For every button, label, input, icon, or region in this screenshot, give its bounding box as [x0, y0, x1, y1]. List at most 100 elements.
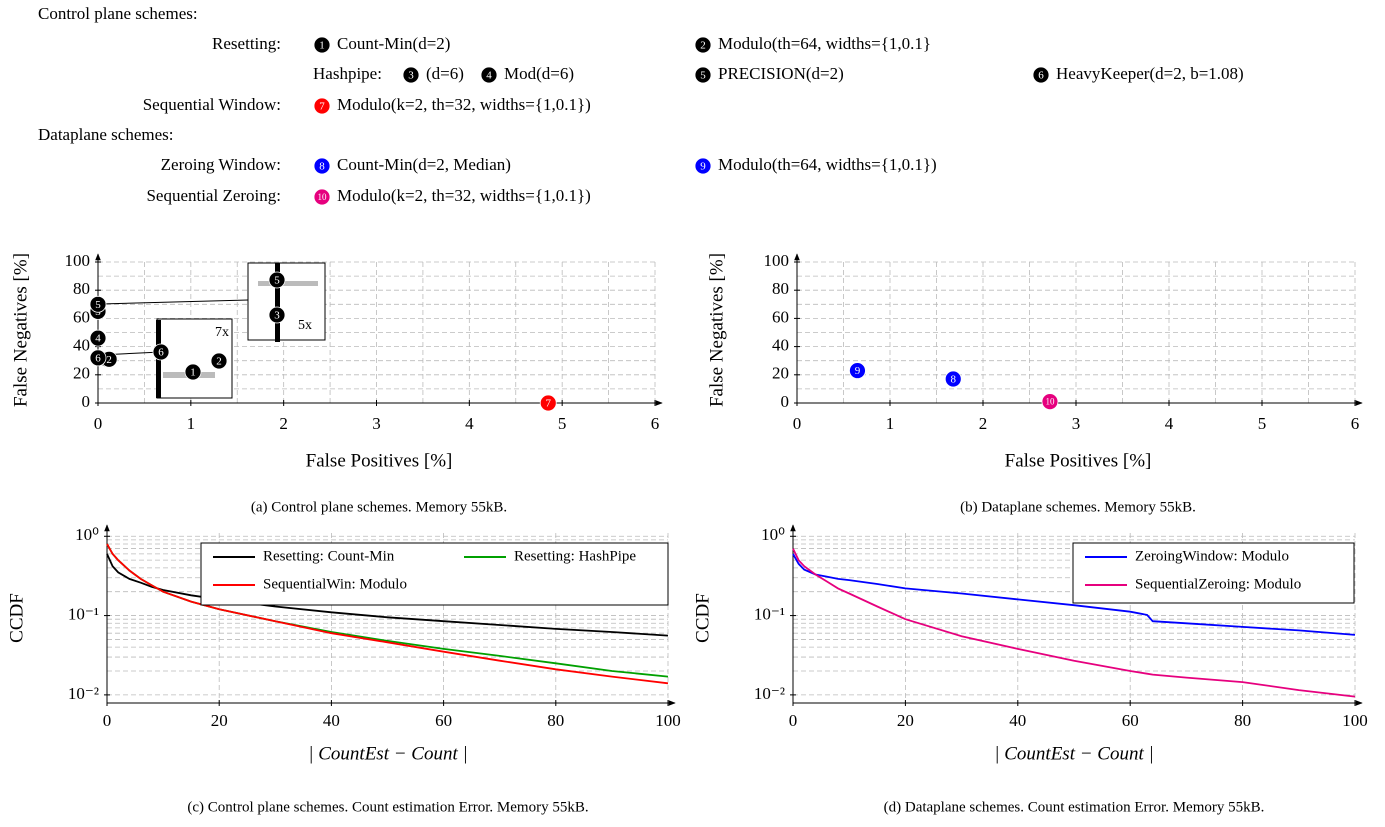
marker-label: 2 — [106, 354, 112, 366]
caption: (a) Control plane schemes. Memory 55kB. — [251, 499, 507, 515]
entry-text: (d=6) — [426, 64, 464, 83]
x-tick-label: 80 — [1234, 711, 1251, 730]
caption: (c) Control plane schemes. Count estimat… — [187, 799, 588, 815]
y-axis-label: CCDF — [6, 593, 27, 643]
x-tick-label: 40 — [1009, 711, 1026, 730]
marker-label: 1 — [190, 367, 196, 379]
marker — [210, 352, 228, 370]
point — [944, 370, 962, 388]
marker-label: 9 — [855, 365, 861, 377]
point — [539, 394, 557, 412]
marker-label: 5 — [700, 70, 706, 82]
y-tick-label: 10⁰ — [761, 525, 785, 544]
x-tick-label: 0 — [94, 414, 103, 433]
marker — [313, 36, 331, 54]
marker — [694, 157, 712, 175]
y-tick-label: 0 — [82, 392, 91, 411]
marker-label: 6 — [158, 347, 164, 359]
x-tick-label: 0 — [103, 711, 112, 730]
point — [89, 349, 107, 367]
x-tick-label: 1 — [187, 414, 196, 433]
group-title: Dataplane schemes: — [38, 125, 173, 144]
x-tick-label: 6 — [651, 414, 660, 433]
group-title: Control plane schemes: — [38, 4, 198, 23]
marker — [268, 271, 286, 289]
point — [849, 362, 866, 379]
marker-label: 1 — [319, 40, 325, 52]
legend-label: SequentialWin: Modulo — [263, 576, 407, 592]
x-tick-label: 40 — [323, 711, 340, 730]
x-axis-label: False Positives [%] — [1005, 450, 1152, 471]
x-tick-label: 80 — [547, 711, 564, 730]
caption: (b) Dataplane schemes. Memory 55kB. — [960, 499, 1196, 515]
entry-text: HeavyKeeper(d=2, b=1.08) — [1056, 64, 1244, 83]
entry-text: Modulo(th=64, widths={1,0.1} — [718, 34, 931, 53]
x-axis-label: | CountEst − Count | — [308, 743, 467, 764]
zoom-factor: 5x — [298, 318, 312, 333]
entry-text: Count-Min(d=2, Median) — [337, 155, 511, 174]
marker-label: 4 — [95, 333, 101, 345]
legend-label: ZeroingWindow: Modulo — [1135, 548, 1289, 564]
y-tick-label: 20 — [73, 364, 90, 383]
row-label: Zeroing Window: — [161, 155, 281, 174]
marker-label: 5 — [274, 275, 280, 287]
marker — [152, 343, 170, 361]
x-tick-label: 2 — [279, 414, 288, 433]
y-tick-label: 10⁻² — [754, 684, 785, 703]
marker-label: 2 — [700, 40, 706, 52]
legend-box — [200, 542, 669, 606]
row-label: Sequential Zeroing: — [146, 186, 281, 205]
marker — [268, 306, 286, 324]
x-tick-label: 60 — [1122, 711, 1139, 730]
marker — [313, 97, 331, 115]
x-tick-label: 4 — [1165, 414, 1174, 433]
zoom-factor: 7x — [215, 325, 229, 340]
x-tick-label: 2 — [979, 414, 988, 433]
series-line — [106, 543, 669, 685]
y-tick-label: 10⁻¹ — [754, 604, 785, 623]
point — [1041, 393, 1059, 410]
marker-label: 6 — [1038, 70, 1044, 82]
marker-label: 8 — [319, 161, 325, 173]
marker — [1032, 66, 1050, 84]
marker-label: 10 — [1045, 397, 1055, 407]
zoom-bar — [258, 281, 318, 286]
entry-text: Modulo(k=2, th=32, widths={1,0.1}) — [337, 186, 591, 205]
y-axis-label: False Negatives [%] — [10, 253, 31, 407]
y-tick-label: 40 — [73, 336, 90, 355]
x-tick-label: 100 — [655, 711, 681, 730]
y-tick-label: 0 — [781, 392, 790, 411]
series-line — [792, 548, 1356, 698]
marker-label: 6 — [95, 352, 101, 364]
entry-text: Count-Min(d=2) — [337, 34, 450, 53]
x-tick-label: 1 — [886, 414, 895, 433]
marker-label: 2 — [216, 356, 222, 368]
legend-box — [1072, 542, 1355, 604]
x-tick-label: 3 — [372, 414, 381, 433]
legend-label: Resetting: HashPipe — [514, 548, 636, 564]
y-tick-label: 100 — [65, 251, 91, 270]
y-tick-label: 80 — [772, 279, 789, 298]
marker-label: 9 — [700, 161, 706, 173]
x-tick-label: 5 — [558, 414, 567, 433]
y-tick-label: 20 — [772, 364, 789, 383]
x-tick-label: 5 — [1258, 414, 1267, 433]
marker-label: 8 — [950, 374, 956, 386]
x-tick-label: 4 — [465, 414, 474, 433]
x-axis-label: | CountEst − Count | — [994, 743, 1153, 764]
point — [89, 295, 107, 313]
legend-label: Resetting: Count-Min — [263, 548, 395, 564]
y-tick-label: 80 — [73, 279, 90, 298]
marker-label: 7 — [319, 101, 325, 113]
marker — [402, 66, 420, 84]
y-axis-label: False Negatives [%] — [706, 253, 727, 407]
y-tick-label: 60 — [73, 307, 90, 326]
zoom-connector — [99, 299, 249, 305]
point — [89, 329, 107, 347]
x-tick-label: 3 — [1072, 414, 1081, 433]
marker-label: 5 — [95, 299, 101, 311]
y-tick-label: 10⁰ — [75, 525, 99, 544]
y-axis-label: CCDF — [692, 593, 713, 643]
x-tick-label: 0 — [793, 414, 802, 433]
x-tick-label: 100 — [1342, 711, 1368, 730]
